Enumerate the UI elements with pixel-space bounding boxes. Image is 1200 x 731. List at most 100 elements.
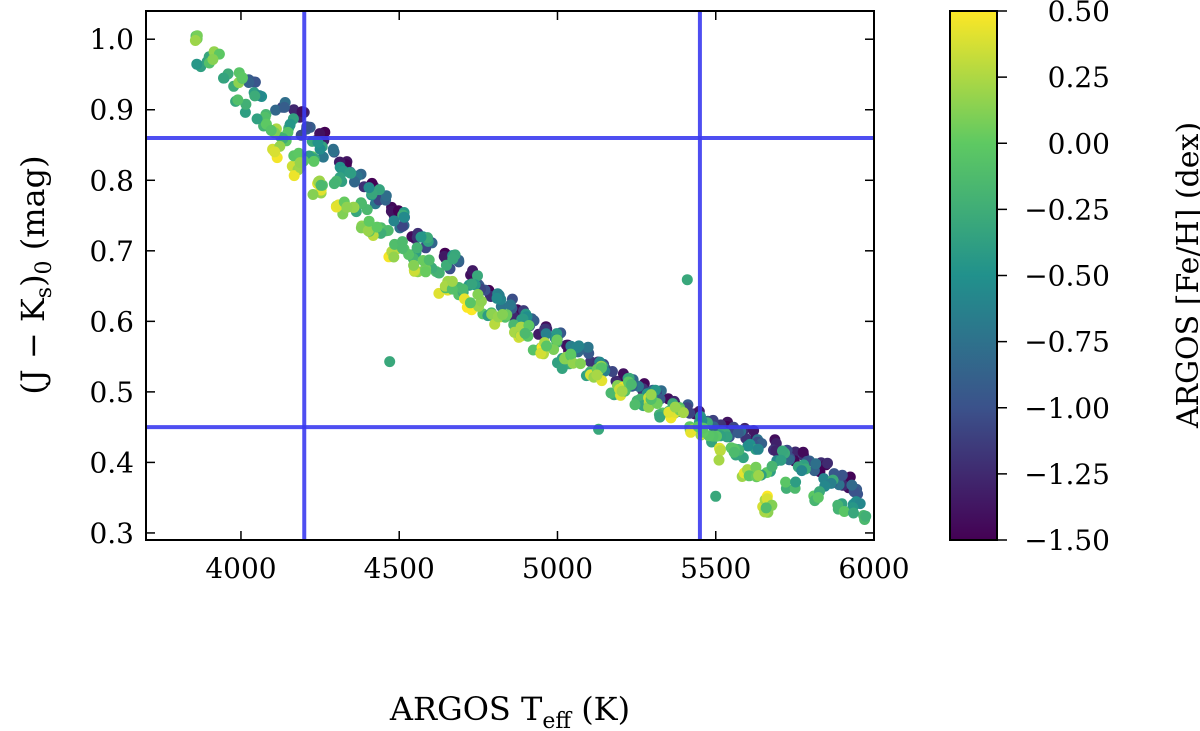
data-point bbox=[797, 446, 809, 458]
axis-ticks: 4000 4500 5000 5500 6000 0.3 0.4 0.5 0.6 0.7 0.8 0.… bbox=[89, 11, 910, 585]
data-point bbox=[308, 155, 320, 167]
data-point bbox=[491, 292, 503, 304]
data-point bbox=[341, 201, 353, 213]
data-point bbox=[732, 427, 744, 439]
data-point bbox=[411, 242, 423, 254]
data-point bbox=[396, 236, 408, 248]
data-point bbox=[775, 454, 787, 466]
data-point bbox=[556, 363, 568, 374]
colorbar-tick-label: 0.00 bbox=[1048, 127, 1110, 160]
data-point bbox=[836, 469, 848, 481]
data-point bbox=[397, 220, 408, 232]
data-point bbox=[796, 465, 808, 477]
data-point bbox=[472, 270, 483, 282]
y-tick-label: 0.7 bbox=[89, 235, 134, 268]
data-point bbox=[582, 341, 594, 353]
data-point bbox=[457, 283, 469, 295]
data-point bbox=[540, 328, 552, 340]
data-point bbox=[766, 460, 778, 472]
data-point bbox=[191, 58, 203, 70]
data-point bbox=[388, 251, 400, 263]
data-point bbox=[307, 189, 319, 200]
data-point bbox=[753, 470, 765, 481]
data-point bbox=[207, 54, 219, 65]
data-point bbox=[420, 266, 432, 278]
data-point bbox=[218, 72, 229, 84]
colorbar-label: ARGOS [Fe/H] (dex) bbox=[1171, 122, 1200, 429]
data-point bbox=[497, 309, 508, 320]
data-point bbox=[573, 340, 585, 352]
data-point bbox=[328, 178, 340, 190]
data-point bbox=[189, 35, 201, 46]
data-point bbox=[838, 506, 850, 517]
data-point bbox=[315, 179, 327, 191]
y-tick-label: 0.5 bbox=[89, 376, 134, 409]
data-point bbox=[344, 167, 356, 179]
colorbar-tick-label: −0.75 bbox=[1024, 326, 1110, 359]
x-tick-label: 4500 bbox=[364, 552, 435, 585]
data-point bbox=[371, 221, 383, 233]
data-point bbox=[464, 297, 476, 309]
data-point bbox=[236, 72, 248, 84]
data-point bbox=[447, 253, 459, 265]
colorbar-tick-label: −1.50 bbox=[1024, 524, 1110, 557]
colorbar-tick-label: 0.25 bbox=[1048, 61, 1110, 94]
y-tick-label: 0.9 bbox=[89, 94, 134, 127]
data-point bbox=[629, 399, 641, 411]
colorbar-ticks: 0.50 0.25 0.00 −0.25 −0.50 −0.75 −1.00 −1.25 −1.… bbox=[997, 0, 1110, 557]
data-point bbox=[239, 106, 251, 118]
data-point bbox=[625, 379, 637, 390]
data-point bbox=[446, 283, 458, 295]
data-point bbox=[288, 104, 300, 116]
data-point bbox=[265, 124, 277, 136]
data-point bbox=[645, 389, 657, 401]
data-point bbox=[591, 369, 603, 381]
data-point bbox=[605, 387, 617, 399]
colorbar bbox=[949, 10, 998, 541]
data-point bbox=[363, 182, 375, 194]
data-point bbox=[398, 211, 410, 223]
y-axis-label: (J − Ks)0 (mag) bbox=[14, 155, 57, 394]
plot-frame bbox=[145, 10, 875, 541]
data-point bbox=[363, 215, 375, 227]
x-tick-label: 6000 bbox=[838, 552, 909, 585]
data-point bbox=[519, 327, 531, 339]
data-point bbox=[777, 445, 788, 457]
data-point bbox=[669, 401, 681, 413]
data-point bbox=[685, 426, 697, 438]
data-point bbox=[681, 274, 693, 286]
data-point bbox=[327, 143, 339, 155]
reference-lines bbox=[146, 11, 874, 540]
x-tick-label: 4000 bbox=[205, 552, 276, 585]
data-point bbox=[822, 457, 833, 469]
data-point bbox=[472, 289, 484, 300]
data-point bbox=[728, 446, 740, 458]
data-point bbox=[504, 299, 516, 311]
colorbar-tick-label: −1.25 bbox=[1024, 458, 1110, 491]
data-point bbox=[846, 479, 858, 491]
data-point bbox=[466, 278, 478, 290]
x-tick-label: 5000 bbox=[522, 552, 593, 585]
data-point bbox=[790, 476, 802, 488]
x-tick-label: 5500 bbox=[680, 552, 751, 585]
data-point bbox=[812, 492, 824, 503]
data-point bbox=[551, 334, 563, 346]
colorbar-tick-label: −0.25 bbox=[1024, 193, 1110, 226]
data-point bbox=[742, 440, 754, 452]
data-point bbox=[232, 94, 244, 106]
colorbar-tick-label: −0.50 bbox=[1024, 260, 1110, 293]
data-point bbox=[415, 231, 427, 243]
data-point bbox=[251, 113, 263, 125]
data-point bbox=[240, 98, 252, 110]
data-point bbox=[423, 254, 435, 266]
data-point bbox=[752, 443, 764, 455]
data-point bbox=[362, 225, 374, 237]
data-point bbox=[384, 356, 396, 368]
data-point bbox=[860, 510, 872, 522]
y-tick-label: 1.0 bbox=[89, 23, 134, 56]
data-point bbox=[710, 490, 722, 502]
data-point bbox=[713, 454, 725, 466]
data-point bbox=[780, 476, 792, 488]
data-point bbox=[810, 458, 822, 470]
